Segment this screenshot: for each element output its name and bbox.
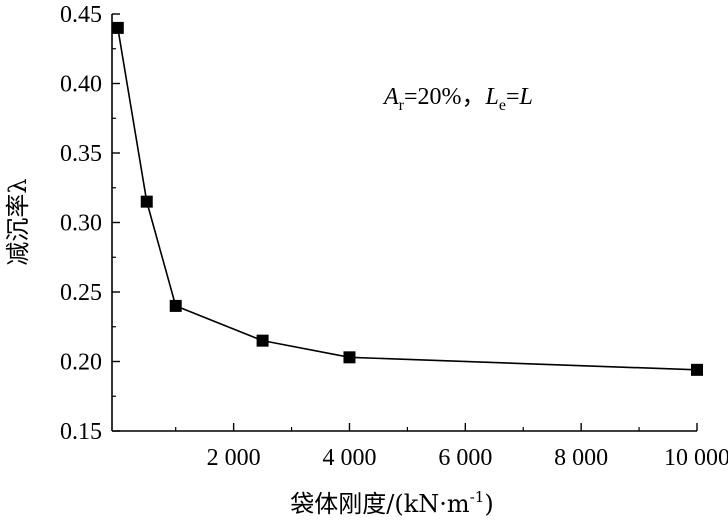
data-point xyxy=(140,195,153,208)
chart-annotation: Ar=20%，Le=L xyxy=(382,84,533,114)
data-series xyxy=(111,21,703,376)
x-tick-label: 8 000 xyxy=(554,445,608,471)
y-axis-title: 减沉率λ xyxy=(4,178,32,265)
series-line xyxy=(117,27,698,371)
y-tick-label: 0.15 xyxy=(60,419,102,445)
y-tick-label: 0.20 xyxy=(60,350,102,376)
plot-frame xyxy=(111,14,697,432)
axis-ticks: 0.15 0.20 0.25 0.30 0.35 0.40 0.45 2 000 4 000 6 … xyxy=(60,2,728,471)
y-tick-label: 0.25 xyxy=(60,280,102,306)
x-axis-title: 袋体刚度/(kN·m-1) xyxy=(290,488,493,518)
y-tick-label: 0.35 xyxy=(60,141,102,167)
data-point xyxy=(169,299,182,312)
x-tick-label: 6 000 xyxy=(438,445,492,471)
x-tick-label: 10 000 xyxy=(664,445,728,471)
data-point xyxy=(691,363,703,376)
data-point xyxy=(111,21,124,34)
y-tick-label: 0.40 xyxy=(60,72,102,98)
x-tick-label: 2 000 xyxy=(207,445,261,471)
y-tick-label: 0.30 xyxy=(60,211,102,237)
x-tick-label: 4 000 xyxy=(322,445,376,471)
data-point xyxy=(256,334,269,347)
data-point xyxy=(343,351,356,364)
y-tick-label: 0.45 xyxy=(60,2,102,28)
